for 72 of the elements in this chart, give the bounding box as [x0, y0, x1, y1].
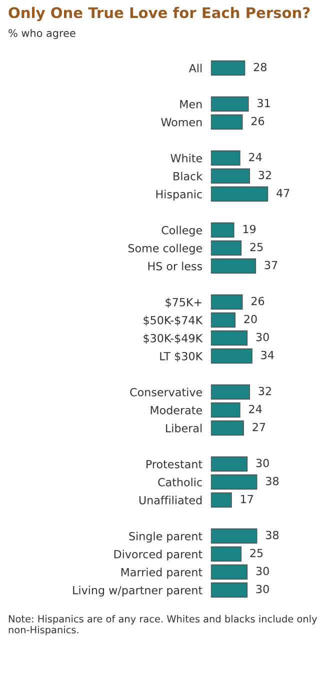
data-label: 20 — [244, 314, 257, 324]
bar — [210, 186, 268, 202]
data-label: 30 — [256, 566, 269, 576]
y-tick-label: White — [170, 154, 202, 162]
bar — [210, 294, 243, 310]
data-label: 17 — [241, 494, 253, 504]
data-label: 38 — [266, 530, 279, 540]
y-tick-label: Men — [180, 100, 202, 108]
data-label: 19 — [243, 224, 256, 234]
y-tick-label: Divorced parent — [114, 550, 202, 561]
bar — [210, 384, 250, 400]
data-label: 25 — [250, 242, 263, 252]
bar — [210, 474, 258, 490]
bar — [210, 114, 243, 130]
bar — [210, 240, 242, 256]
data-label: 27 — [252, 422, 266, 432]
y-tick-label: All — [188, 64, 202, 72]
bar — [210, 420, 244, 436]
data-label: 31 — [258, 98, 270, 108]
data-label: 37 — [264, 260, 278, 270]
y-tick-label: LT $30K — [160, 352, 203, 362]
y-tick-label: Women — [161, 118, 202, 126]
data-label: 25 — [250, 548, 263, 558]
data-label: 26 — [251, 296, 264, 306]
data-label: 34 — [261, 350, 274, 360]
bar — [210, 258, 256, 274]
y-tick-label: $50K-$74K — [144, 316, 203, 326]
bar — [210, 582, 248, 598]
bar — [210, 564, 248, 580]
y-tick-label: Liberal — [166, 424, 202, 432]
y-tick-label: Living w/partner parent — [73, 586, 202, 597]
chart-title: Only One True Love for Each Person? — [8, 6, 310, 22]
y-tick-label: $75K+ — [166, 298, 202, 308]
data-label: 24 — [249, 152, 262, 162]
bar — [210, 96, 249, 112]
data-label: 28 — [254, 62, 266, 72]
bar — [210, 402, 240, 418]
data-label: 30 — [256, 332, 269, 342]
data-label: 32 — [258, 170, 271, 180]
y-tick-label: Protestant — [146, 460, 202, 468]
y-tick-label: Moderate — [150, 406, 202, 414]
y-tick-label: Catholic — [158, 478, 202, 486]
data-label: 26 — [251, 116, 264, 126]
data-label: 32 — [258, 386, 271, 396]
data-label: 24 — [249, 404, 262, 414]
y-tick-label: Some college — [128, 244, 202, 255]
bar — [210, 456, 248, 472]
bar — [210, 222, 234, 238]
y-tick-label: $30K-$49K — [144, 334, 203, 344]
data-label: 38 — [266, 476, 279, 486]
y-tick-label: Single parent — [129, 532, 202, 543]
bar — [210, 168, 250, 184]
bar — [210, 312, 236, 328]
y-tick-label: Married parent — [121, 568, 202, 579]
y-tick-label: Hispanic — [156, 190, 202, 201]
bar — [210, 150, 240, 166]
y-tick-label: Black — [174, 172, 203, 180]
bar — [210, 546, 242, 562]
bar — [210, 528, 258, 544]
data-label: 30 — [256, 458, 269, 468]
y-tick-label: Conservative — [130, 388, 202, 396]
y-tick-label: HS or less — [148, 262, 202, 270]
bar — [210, 492, 232, 508]
bar — [210, 60, 246, 76]
bar — [210, 348, 252, 364]
y-tick-label: College — [162, 226, 202, 237]
text: Note: Hispanics are of any race. Whites and blacks include only non-Hispanics. — [8, 615, 318, 636]
data-label: 30 — [256, 584, 269, 594]
y-tick-label: Unaffiliated — [139, 496, 202, 504]
text: % who agree — [8, 28, 76, 40]
data-label: 47 — [276, 188, 290, 198]
bar — [210, 330, 248, 346]
